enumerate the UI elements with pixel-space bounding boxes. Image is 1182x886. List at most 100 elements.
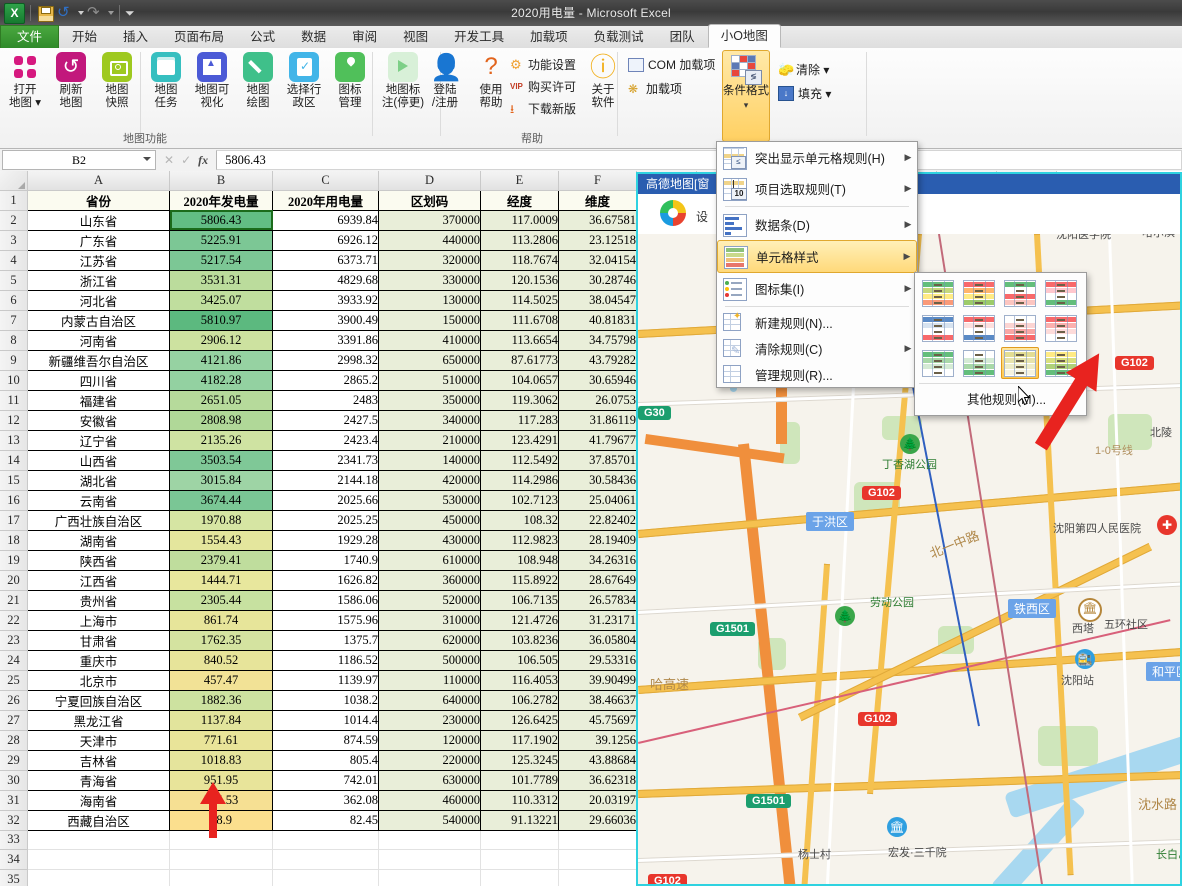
cell-B6[interactable]: 3425.07 — [169, 289, 273, 311]
color-scales-gallery[interactable]: 其他规则(M)... — [914, 272, 1087, 416]
cell-D28[interactable]: 120000 — [378, 729, 481, 751]
cell-B24[interactable]: 840.52 — [169, 649, 273, 671]
cell-A31[interactable]: 海南省 — [27, 789, 170, 811]
cell-B29[interactable]: 1018.83 — [169, 749, 273, 771]
tab-home[interactable]: 开始 — [72, 30, 98, 44]
cell-A12[interactable]: 安徽省 — [27, 409, 170, 431]
header-cell-D[interactable]: 区划码 — [378, 189, 481, 211]
cell-empty[interactable] — [558, 830, 637, 851]
gallery-swatch-white-green[interactable] — [960, 347, 998, 379]
row-header-35[interactable]: 35 — [0, 869, 28, 886]
row-header-21[interactable]: 21 — [0, 590, 28, 611]
cell-C20[interactable]: 1626.82 — [272, 569, 379, 591]
cell-C7[interactable]: 3900.49 — [272, 309, 379, 331]
row-header-12[interactable]: 12 — [0, 410, 28, 431]
cell-C25[interactable]: 1139.97 — [272, 669, 379, 691]
cell-D22[interactable]: 310000 — [378, 609, 481, 631]
cell-F17[interactable]: 22.82402 — [558, 509, 637, 531]
cell-B32[interactable]: 88.9 — [169, 809, 273, 831]
cell-C27[interactable]: 1014.4 — [272, 709, 379, 731]
cell-C28[interactable]: 874.59 — [272, 729, 379, 751]
cell-D4[interactable]: 320000 — [378, 249, 481, 271]
cell-A21[interactable]: 贵州省 — [27, 589, 170, 611]
cell-A18[interactable]: 湖南省 — [27, 529, 170, 551]
cell-empty[interactable] — [378, 830, 481, 851]
cell-E28[interactable]: 117.1902 — [480, 729, 559, 751]
cell-B19[interactable]: 2379.41 — [169, 549, 273, 571]
cell-A2[interactable]: 山东省 — [27, 209, 170, 231]
cell-E8[interactable]: 113.6654 — [480, 329, 559, 351]
cell-C6[interactable]: 3933.92 — [272, 289, 379, 311]
row-header-23[interactable]: 23 — [0, 630, 28, 651]
cell-F8[interactable]: 34.75798 — [558, 329, 637, 351]
cell-D9[interactable]: 650000 — [378, 349, 481, 371]
ribbon-map-draw-button[interactable]: 地图 绘图 — [235, 52, 281, 110]
header-cell-C[interactable]: 2020年用电量 — [272, 189, 379, 211]
cell-B12[interactable]: 2808.98 — [169, 409, 273, 431]
gallery-swatch-green-white[interactable] — [919, 347, 957, 379]
cell-empty[interactable] — [169, 849, 273, 870]
cell-B17[interactable]: 1970.88 — [169, 509, 273, 531]
cell-F5[interactable]: 30.28746 — [558, 269, 637, 291]
row-header-13[interactable]: 13 — [0, 430, 28, 451]
cell-empty[interactable] — [480, 869, 559, 886]
row-header-17[interactable]: 17 — [0, 510, 28, 531]
tab-insert[interactable]: 插入 — [123, 30, 149, 44]
ribbon-map-snapshot-button[interactable]: 地图 快照 — [94, 52, 140, 110]
cell-E24[interactable]: 106.505 — [480, 649, 559, 671]
save-icon[interactable] — [36, 4, 54, 22]
cell-F15[interactable]: 30.58436 — [558, 469, 637, 491]
ribbon-refresh-map-button[interactable]: ↺ 刷新 地图 — [48, 52, 94, 110]
cell-B25[interactable]: 457.47 — [169, 669, 273, 691]
cell-B27[interactable]: 1137.84 — [169, 709, 273, 731]
cell-F25[interactable]: 39.90499 — [558, 669, 637, 691]
cell-C23[interactable]: 1375.7 — [272, 629, 379, 651]
row-header-18[interactable]: 18 — [0, 530, 28, 551]
cell-E25[interactable]: 116.4053 — [480, 669, 559, 691]
cell-B8[interactable]: 2906.12 — [169, 329, 273, 351]
cell-B5[interactable]: 3531.31 — [169, 269, 273, 291]
cell-A7[interactable]: 内蒙古自治区 — [27, 309, 170, 331]
cell-F14[interactable]: 37.85701 — [558, 449, 637, 471]
menu-item-icon-sets[interactable]: 图标集(I) ▶ — [717, 273, 917, 304]
cell-F16[interactable]: 25.04061 — [558, 489, 637, 511]
cell-C11[interactable]: 2483 — [272, 389, 379, 411]
park-icon[interactable]: 🌲 — [900, 434, 920, 454]
cell-D32[interactable]: 540000 — [378, 809, 481, 831]
cell-D15[interactable]: 420000 — [378, 469, 481, 491]
cell-B21[interactable]: 2305.44 — [169, 589, 273, 611]
row-header-5[interactable]: 5 — [0, 270, 28, 291]
cell-A17[interactable]: 广西壮族自治区 — [27, 509, 170, 531]
cell-F19[interactable]: 34.26316 — [558, 549, 637, 571]
cell-B3[interactable]: 5225.91 — [169, 229, 273, 251]
name-box[interactable]: B2 — [2, 150, 156, 170]
row-header-32[interactable]: 32 — [0, 810, 28, 831]
cell-A15[interactable]: 湖北省 — [27, 469, 170, 491]
cell-D6[interactable]: 130000 — [378, 289, 481, 311]
cell-E13[interactable]: 123.4291 — [480, 429, 559, 451]
header-cell-E[interactable]: 经度 — [480, 189, 559, 211]
row-header-30[interactable]: 30 — [0, 770, 28, 791]
row-header-28[interactable]: 28 — [0, 730, 28, 751]
gallery-swatch-red-white-blue[interactable] — [960, 312, 998, 344]
cell-C22[interactable]: 1575.96 — [272, 609, 379, 631]
cell-F30[interactable]: 36.62318 — [558, 769, 637, 791]
row-header-20[interactable]: 20 — [0, 570, 28, 591]
cell-D27[interactable]: 230000 — [378, 709, 481, 731]
header-cell-B[interactable]: 2020年发电量 — [169, 189, 273, 211]
menu-item-data-bars[interactable]: 数据条(D) ▶ — [717, 209, 917, 240]
cell-D7[interactable]: 150000 — [378, 309, 481, 331]
cell-empty[interactable] — [558, 869, 637, 886]
row-header-29[interactable]: 29 — [0, 750, 28, 771]
cell-empty[interactable] — [378, 849, 481, 870]
cell-F28[interactable]: 39.1256 — [558, 729, 637, 751]
cell-F26[interactable]: 38.46637 — [558, 689, 637, 711]
row-header-2[interactable]: 2 — [0, 210, 28, 231]
cell-C3[interactable]: 6926.12 — [272, 229, 379, 251]
cell-A26[interactable]: 宁夏回族自治区 — [27, 689, 170, 711]
row-header-25[interactable]: 25 — [0, 670, 28, 691]
cell-D13[interactable]: 210000 — [378, 429, 481, 451]
hospital-icon[interactable]: ✚ — [1157, 515, 1177, 535]
cell-D14[interactable]: 140000 — [378, 449, 481, 471]
cell-E15[interactable]: 114.2986 — [480, 469, 559, 491]
